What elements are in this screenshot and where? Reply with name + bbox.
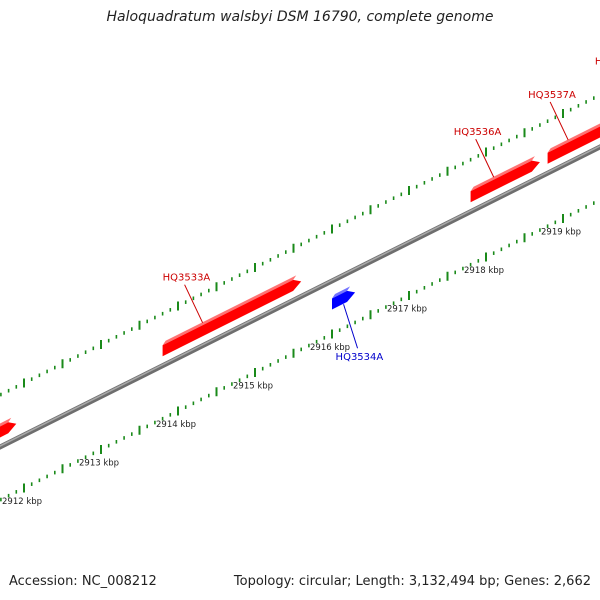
backbone-line: [0, 144, 600, 450]
backbone-highlight: [0, 145, 600, 447]
gene-arrow-forward-top: [162, 275, 297, 346]
gene-label-leader: [549, 101, 569, 141]
tick-label: 2919 kbp: [541, 228, 581, 238]
gene-arrow-reverse[interactable]: [332, 290, 356, 310]
tick-label: 2912 kbp: [2, 497, 42, 507]
gene-label-leader: [343, 304, 359, 349]
gene-label[interactable]: HQ3536A: [454, 127, 502, 138]
genome-title: Haloquadratum walsbyi DSM 16790, complet…: [106, 9, 494, 25]
gene-label[interactable]: HQ3537A: [528, 90, 576, 101]
gene-arrow-forward-top: [547, 123, 600, 153]
genome-summary: Topology: circular; Length: 3,132,494 bp…: [233, 574, 591, 589]
gene-label[interactable]: HQ3534A: [336, 352, 384, 363]
gene-label[interactable]: HQ3533A: [163, 273, 211, 284]
gene-label[interactable]: HQ3538A: [595, 57, 600, 68]
tick-label: 2916 kbp: [310, 343, 350, 353]
tick-label: 2917 kbp: [387, 305, 427, 315]
gene-arrow-forward[interactable]: [547, 126, 600, 164]
gene-arrow-forward[interactable]: [0, 422, 17, 460]
tick-label: 2913 kbp: [79, 459, 119, 469]
gene-arrow-forward-top: [470, 156, 535, 192]
tick-label: 2915 kbp: [233, 382, 273, 392]
accession-label: Accession: NC_008212: [9, 574, 157, 589]
gene-arrow-forward[interactable]: [162, 279, 302, 357]
gene-arrow-reverse-top: [332, 286, 351, 299]
gene-label-leader: [475, 138, 495, 178]
tick-label: 2914 kbp: [156, 420, 196, 430]
tick-label: 2918 kbp: [464, 266, 504, 276]
gene-arrow-forward[interactable]: [470, 160, 540, 203]
gene-arrow-forward-top: [0, 417, 12, 427]
gene-label-leader: [184, 284, 204, 323]
